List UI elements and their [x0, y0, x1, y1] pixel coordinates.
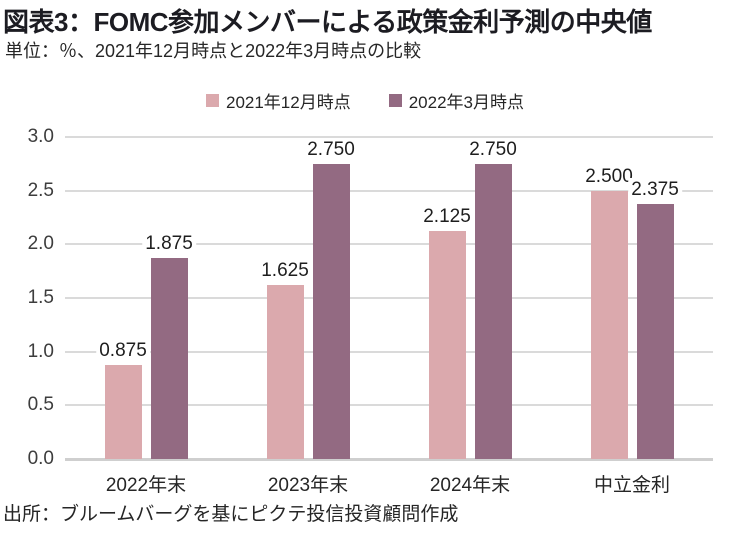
bar: 0.875 — [96, 339, 150, 459]
gridline — [65, 190, 713, 192]
bar-value-label: 0.875 — [96, 339, 150, 364]
y-tick-label: 0.0 — [27, 448, 54, 469]
bar: 2.750 — [466, 137, 520, 459]
legend-label: 2022年3月時点 — [408, 93, 524, 112]
bar-group: 0.875 1.875 — [65, 137, 227, 459]
bar: 2.125 — [420, 204, 474, 459]
y-tick-label: 1.0 — [27, 341, 54, 362]
plot-area: 0.875 1.875 1.625 2.750 2.125 2.750 2.500 2.375 — [65, 136, 713, 461]
y-tick-label: 2.5 — [27, 180, 54, 201]
bar: 1.875 — [142, 231, 196, 459]
bar-value-label: 2.375 — [628, 178, 682, 203]
gridline — [65, 136, 713, 138]
gridline — [65, 351, 713, 353]
y-tick-label: 2.0 — [27, 233, 54, 254]
bar-value-label: 2.750 — [304, 137, 358, 162]
chart-subtitle: 単位：％、2021年12月時点と2022年3月時点の比較 — [5, 41, 422, 61]
y-tick-label: 1.5 — [27, 287, 54, 308]
bar-group: 2.500 2.375 — [551, 137, 713, 459]
y-tick-label: 0.5 — [27, 394, 54, 415]
bar-value-label: 1.875 — [142, 231, 196, 256]
gridline — [65, 404, 713, 406]
x-axis-label: 2024年末 — [429, 475, 511, 496]
bar-group: 1.625 2.750 — [227, 137, 389, 459]
chart-title: 図表3：FOMC参加メンバーによる政策金利予測の中央値 — [3, 7, 652, 37]
bar: 2.750 — [304, 137, 358, 459]
bar: 2.375 — [628, 178, 682, 459]
x-axis: 2022年末 2023年末 2024年末 中立金利 — [65, 470, 713, 497]
y-tick-label: 3.0 — [27, 126, 54, 147]
x-axis-label: 中立金利 — [593, 475, 670, 496]
source-note: 出所：ブルームバーグを基にピクテ投信投資顧問作成 — [3, 504, 459, 525]
legend-label: 2021年12月時点 — [225, 93, 351, 112]
legend-swatch — [205, 94, 219, 107]
bar-group: 2.125 2.750 — [389, 137, 551, 459]
bar-value-label: 1.625 — [258, 258, 312, 283]
legend-item: 2021年12月時点 — [205, 88, 351, 113]
bar-value-label: 2.500 — [582, 164, 636, 189]
bar-groups: 0.875 1.875 1.625 2.750 2.125 2.750 2.500 2.375 — [65, 137, 713, 459]
bar: 1.625 — [258, 258, 312, 459]
legend-item: 2022年3月時点 — [388, 88, 524, 113]
gridline — [65, 243, 713, 245]
gridline — [65, 297, 713, 299]
bar-value-label: 2.125 — [420, 204, 474, 229]
bar: 2.500 — [582, 164, 636, 459]
x-axis-baseline — [65, 458, 713, 461]
x-axis-label: 2022年末 — [105, 475, 187, 496]
chart-legend: 2021年12月時点 2022年3月時点 — [0, 88, 730, 113]
legend-swatch — [388, 94, 402, 107]
bar-value-label: 2.750 — [466, 137, 520, 162]
x-axis-label: 2023年末 — [267, 475, 349, 496]
